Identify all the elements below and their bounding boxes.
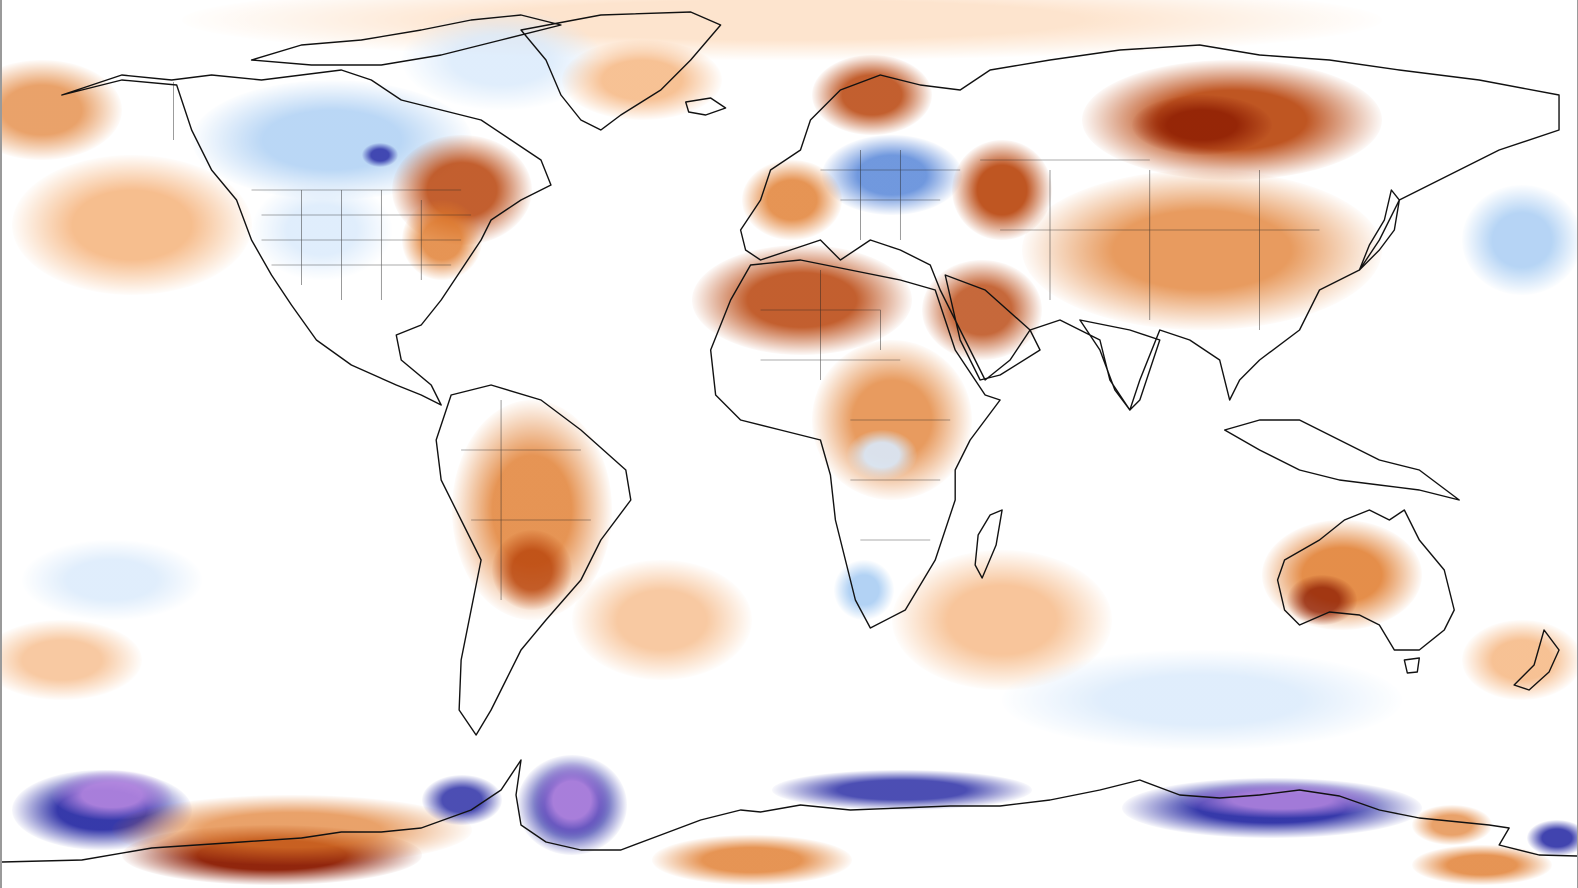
south-pacific-warm-anomaly [2, 620, 142, 700]
pacific-north-warm-anomaly [12, 155, 252, 295]
us-states-grid [261, 190, 472, 300]
congo-cool-anomaly [847, 430, 917, 480]
eastern-europe-cold-anomaly [822, 135, 962, 215]
australia-outline [1276, 509, 1455, 651]
antarctica-coastline [2, 759, 1577, 863]
sahara-warm-anomaly [692, 245, 912, 355]
indonesia-outline [1223, 419, 1460, 501]
southern-ocean-cool-anomaly [1002, 650, 1402, 750]
india-outline [1079, 319, 1161, 411]
japan-outline [1358, 189, 1401, 271]
southern-africa-cool-anomaly [834, 560, 894, 620]
madagascar-outline [974, 509, 1003, 579]
eurasia-outline [739, 44, 1560, 411]
atlantic-north-warm-anomaly [562, 40, 722, 120]
hudson-cold-anomaly [362, 143, 398, 167]
south-pacific-cool-anomaly [22, 540, 202, 620]
australia-west-core-anomaly [1287, 575, 1357, 625]
south-america-outline [435, 384, 632, 736]
far-east-cold-anomaly [1527, 820, 1577, 856]
antarctic-east-warm-anomaly [1412, 805, 1492, 845]
greenland-outline [520, 11, 722, 131]
east-antarctica-core-anomaly [1182, 782, 1382, 818]
western-europe-warm-anomaly [742, 160, 842, 240]
new-zealand-outline [1513, 629, 1560, 691]
atlantic-south-warm-anomaly [572, 560, 752, 680]
africa-outline [709, 259, 1001, 629]
weddell-core-anomaly [534, 762, 610, 838]
arctic-islands-outline [250, 14, 562, 66]
asia-borders [980, 159, 1320, 330]
asia-warm-anomaly [1022, 170, 1382, 330]
us-west-cool-anomaly [252, 180, 392, 280]
iceland-outline [684, 97, 727, 116]
europe-borders [820, 150, 961, 240]
south-america-borders [461, 400, 591, 600]
north-america-outline [61, 69, 552, 406]
tasmania-outline [1403, 657, 1420, 674]
arabia-outline [944, 274, 1041, 381]
paraguay-warm-anomaly [492, 530, 572, 610]
bellingshausen-cold-anomaly [422, 775, 502, 825]
africa-borders [760, 270, 951, 541]
ross-warm-halo-anomaly [112, 795, 472, 865]
antarctic-se-warm-anomaly [1412, 845, 1552, 885]
east-antarctica-cold-band-anomaly [772, 770, 1032, 810]
siberia-core-anomaly [1132, 95, 1272, 155]
antarctic-south-warm-anomaly [652, 835, 852, 885]
scandinavia-warm-anomaly [812, 55, 932, 135]
pacific-ne-cool-anomaly [1462, 185, 1577, 295]
